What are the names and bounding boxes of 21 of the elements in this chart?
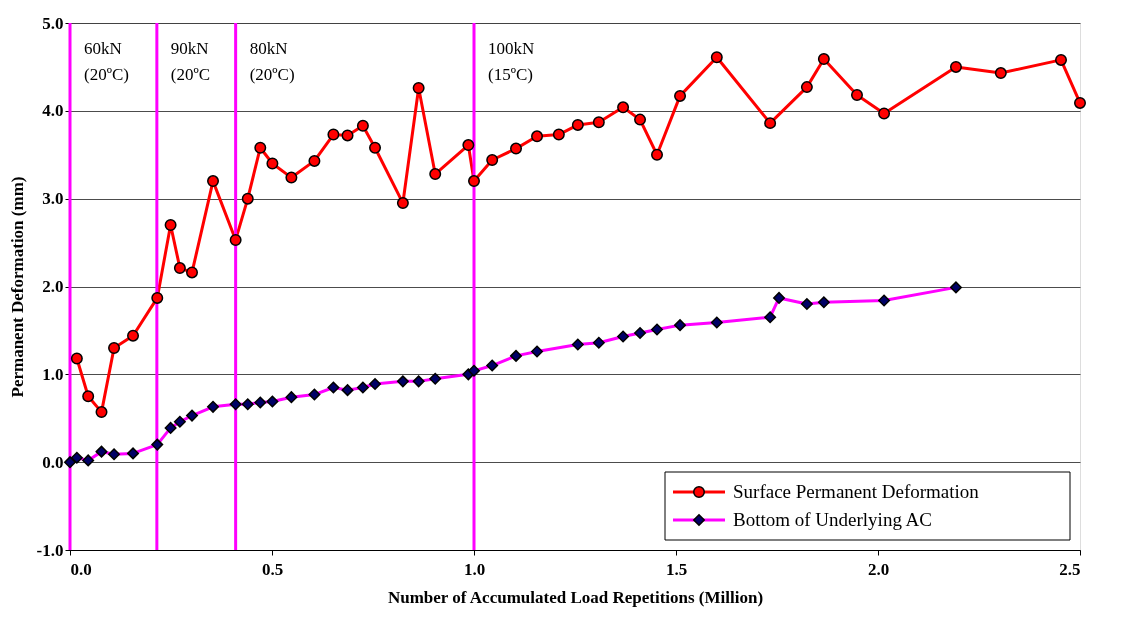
x-axis-title: Number of Accumulated Load Repetitions (Million) [387,587,764,607]
ref-line-label: 90kN (20ºC [170,39,211,84]
x-tick-label: 1.0 [463,559,486,579]
x-tick-label: 2.0 [867,559,890,579]
y-tick-label: 5.0 [42,13,64,33]
x-tick-label: 0.5 [261,559,284,579]
y-tick-label: -1.0 [36,540,64,560]
y-tick-label: 4.0 [42,101,64,121]
legend-label: Bottom of Underlying AC [733,509,932,530]
ref-line-label: 100kN (15ºC) [488,39,535,84]
x-tick-label: 0.0 [70,559,92,579]
y-tick-label: 2.0 [42,277,64,296]
x-tick-label: 2.5 [1059,559,1081,579]
ref-line-label: 80kN (20ºC) [249,39,295,84]
y-tick-label: 3.0 [42,189,64,209]
y-tick-label: 1.0 [42,364,64,384]
x-tick-label: 1.5 [665,559,688,579]
legend-label: Surface Permanent Deformation [733,481,980,502]
ref-line-label: 60kN (20ºC) [84,39,129,84]
y-axis-title: Permanent Deformation (mm) [7,176,27,398]
y-tick-label: 0.0 [42,452,64,472]
